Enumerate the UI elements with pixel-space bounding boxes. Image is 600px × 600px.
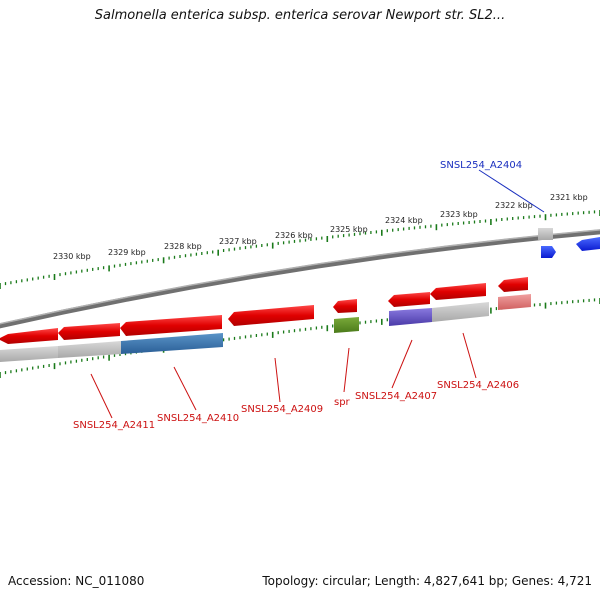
kbp-label: 2329 kbp xyxy=(108,248,146,257)
topology-text: Topology: circular; Length: 4,827,641 bp… xyxy=(262,574,592,588)
gene-label-spr[interactable]: spr xyxy=(334,397,351,408)
gene-label-a2407[interactable]: SNSL254_A2407 xyxy=(355,391,437,402)
feature-spr[interactable] xyxy=(334,317,359,333)
kbp-label: 2321 kbp xyxy=(550,193,588,202)
leader-a2407 xyxy=(392,340,412,388)
leader-spr xyxy=(344,348,349,392)
feature-a2406[interactable] xyxy=(432,302,489,322)
gene-arrow-a2404[interactable] xyxy=(541,246,556,258)
genome-map[interactable]: 2330 kbp 2329 kbp 2328 kbp 2327 kbp 2326… xyxy=(0,0,600,600)
gene-arrow-a2405[interactable] xyxy=(498,277,528,292)
gene-arrow-a2406[interactable] xyxy=(430,283,486,300)
gene-arrow-a2411[interactable] xyxy=(0,328,58,344)
gene-label-a2409[interactable]: SNSL254_A2409 xyxy=(241,404,323,415)
feature-a2411[interactable] xyxy=(0,346,58,362)
feature-a2410-left[interactable] xyxy=(58,341,121,358)
feature-a2405[interactable] xyxy=(498,294,531,310)
gene-arrow-a2409[interactable] xyxy=(228,305,314,326)
gene-label-a2404[interactable]: SNSL254_A2404 xyxy=(440,160,522,171)
outer-tick-ring xyxy=(0,210,600,289)
kbp-label: 2327 kbp xyxy=(219,237,257,246)
gene-label-a2406[interactable]: SNSL254_A2406 xyxy=(437,380,519,391)
accession-text: Accession: NC_011080 xyxy=(8,574,144,588)
kbp-label: 2326 kbp xyxy=(275,231,313,240)
kbp-label: 2328 kbp xyxy=(164,242,202,251)
gene-arrow-a2410-left[interactable] xyxy=(58,323,120,340)
feature-a2407[interactable] xyxy=(389,308,432,326)
kbp-label: 2324 kbp xyxy=(385,216,423,225)
leader-a2411 xyxy=(91,374,112,418)
gene-arrow-a2407[interactable] xyxy=(388,292,430,307)
leader-a2406 xyxy=(463,333,476,378)
gene-label-a2411[interactable]: SNSL254_A2411 xyxy=(73,420,155,431)
feature-a2410[interactable] xyxy=(121,333,223,354)
gene-arrow-forward[interactable] xyxy=(576,237,600,251)
kbp-label: 2323 kbp xyxy=(440,210,478,219)
kbp-label: 2322 kbp xyxy=(495,201,533,210)
gene-label-a2410[interactable]: SNSL254_A2410 xyxy=(157,413,239,424)
kbp-label: 2325 kbp xyxy=(330,225,368,234)
leader-a2410 xyxy=(174,367,196,410)
gene-feature-a2404[interactable] xyxy=(538,228,553,240)
gene-arrow-a2410[interactable] xyxy=(120,315,222,336)
kbp-scale-labels: 2330 kbp 2329 kbp 2328 kbp 2327 kbp 2326… xyxy=(53,193,588,261)
kbp-label: 2330 kbp xyxy=(53,252,91,261)
gene-arrow-spr[interactable] xyxy=(333,299,357,313)
leader-a2409 xyxy=(275,358,280,402)
